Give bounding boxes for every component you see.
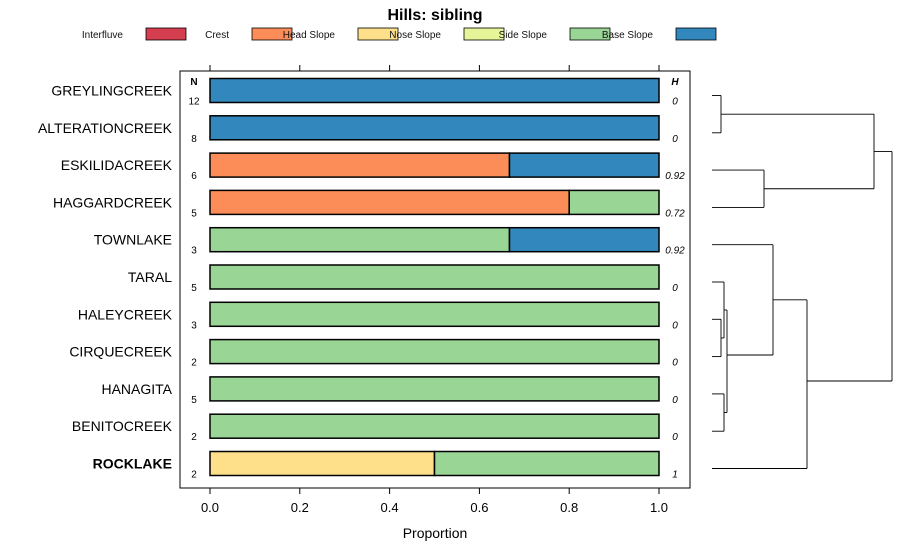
legend-item: Head Slope [283,27,399,41]
bar-row: 6 0.92 [191,152,685,182]
n-value: 5 [191,208,197,219]
h-column-header: H [671,77,679,88]
row-label: HANAGITA [101,381,172,397]
h-value: 1 [672,470,678,481]
n-value: 3 [191,246,197,257]
legend-swatch [463,27,505,41]
legend-item: Nose Slope [389,27,505,41]
h-value: 0.72 [665,208,685,219]
legend-item: Base Slope [602,27,717,41]
bar-segment [508,226,660,253]
legend-item: Interfluve [82,27,187,41]
n-column-header: N [190,77,197,88]
x-tick-label: 1.0 [650,500,668,515]
row-label: GREYLINGCREEK [51,83,172,99]
n-value: 3 [191,320,197,331]
x-tick-label: 0.6 [470,500,488,515]
legend-label: Head Slope [283,30,336,41]
x-axis-title: Proportion [403,525,468,541]
n-value: 2 [191,358,197,369]
x-tick-label: 0.0 [201,500,219,515]
bar-row: 12 0 [188,77,678,108]
n-value: 6 [191,171,197,182]
legend-item: Crest [205,27,293,41]
row-label: ALTERATIONCREEK [38,120,173,136]
legend-swatch [145,27,187,41]
legend-label: Base Slope [602,30,654,41]
bar-segment [209,115,660,141]
bar-segment [568,189,660,216]
plot-area: N H12 08 06 0.925 0.723 0.925 03 02 05 02 02 10.0 0.2… [179,65,691,515]
legend-label: Crest [205,30,229,41]
n-value: 5 [191,283,197,294]
bar-segment [209,264,660,290]
h-value: 0.92 [665,246,685,257]
row-label: ROCKLAKE [93,456,172,472]
legend-swatch [569,27,611,41]
row-label: HAGGARDCREEK [53,194,173,210]
legend-swatch [675,27,717,41]
bar-row: 5 0.72 [191,189,685,219]
bar-segment [209,301,660,328]
bar-segment [209,152,511,178]
legend-swatch [251,27,293,41]
n-value: 8 [191,134,197,145]
legend-label: Nose Slope [389,30,441,41]
h-value: 0.92 [665,171,685,182]
x-tick-label: 0.4 [381,500,399,515]
legend: Interfluve Crest Head Slope Nose Slope Side … [82,27,717,41]
bar-segment [209,338,660,365]
n-value: 12 [188,97,200,108]
n-value: 2 [191,432,197,443]
row-label: HALEYCREEK [78,306,173,322]
bar-segment [209,226,511,253]
n-value: 5 [191,395,197,406]
h-value: 0 [672,97,678,108]
row-label: TOWNLAKE [94,232,172,248]
legend-item: Side Slope [499,27,611,41]
legend-label: Interfluve [82,30,124,41]
h-value: 0 [672,134,678,145]
bar-segment [209,413,660,439]
plot-border [179,70,691,489]
bar-segment [209,376,660,402]
legend-swatch [357,27,399,41]
x-tick-label: 0.2 [291,500,309,515]
n-value: 2 [191,470,197,481]
chart-title: Hills: sibling [387,7,482,24]
h-value: 0 [672,432,678,443]
legend-label: Side Slope [499,30,548,41]
bar-segment [209,77,660,104]
row-label: TARAL [128,269,172,285]
row-label: ESKILIDACREEK [61,157,173,173]
bar-row: 3 0.92 [191,226,685,257]
row-label: BENITOCREEK [72,418,173,434]
bar-segment [209,450,436,477]
dendrogram [712,95,893,469]
bar-segment [433,450,660,477]
h-value: 0 [672,358,678,369]
bar-segment [508,152,660,178]
h-value: 0 [672,320,678,331]
h-value: 0 [672,283,678,294]
x-tick-label: 0.8 [560,500,578,515]
row-label: CIRQUECREEK [69,344,172,360]
bar-segment [209,189,570,216]
h-value: 0 [672,395,678,406]
